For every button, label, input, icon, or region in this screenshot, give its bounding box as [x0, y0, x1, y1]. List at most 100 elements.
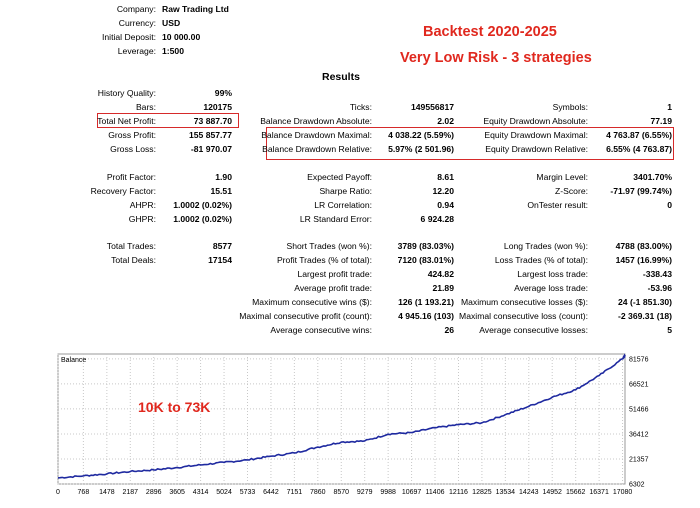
expected-payoff-label: Expected Payoff:: [307, 172, 372, 182]
x-tick-label: 12116: [449, 489, 468, 496]
x-tick-label: 7860: [310, 489, 326, 496]
max-consec-losses-value: 24 (-1 851.30): [618, 297, 672, 307]
equity-dd-maximal-value: 4 763.87 (6.55%): [606, 130, 672, 140]
loss-trades-value: 1457 (16.99%): [615, 255, 672, 265]
x-tick-label: 0: [56, 489, 60, 496]
y-tick-label: 66521: [629, 381, 649, 388]
lr-correlation-label: LR Correlation:: [314, 200, 372, 210]
currency-value: USD: [162, 18, 181, 28]
loss-trades-label: Loss Trades (% of total):: [494, 255, 588, 265]
x-tick-label: 7151: [287, 489, 303, 496]
max-consec-losses-label: Maximum consecutive losses ($):: [460, 297, 588, 307]
balance-dd-maximal-value: 4 038.22 (5.59%): [388, 130, 454, 140]
x-tick-label: 10697: [402, 489, 422, 496]
average-profit-value: 21.89: [432, 283, 454, 293]
x-tick-label: 4314: [193, 489, 209, 496]
gross-profit-value: 155 857.77: [188, 130, 232, 140]
lr-std-error-label: LR Standard Error:: [299, 214, 372, 224]
long-trades-label: Long Trades (won %):: [503, 241, 588, 251]
balance-dd-maximal-label: Balance Drawdown Maximal:: [261, 130, 372, 140]
bars-label: Bars:: [135, 102, 156, 112]
y-tick-label: 21357: [629, 456, 649, 463]
x-tick-label: 8570: [333, 489, 349, 496]
sharpe-ratio-value: 12.20: [432, 186, 454, 196]
largest-loss-label: Largest loss trade:: [517, 269, 588, 279]
avg-consec-losses-value: 5: [667, 325, 672, 335]
maximal-consec-loss-label: Maximal consecutive loss (count):: [459, 311, 588, 321]
y-tick-label: 36412: [629, 431, 649, 438]
x-tick-label: 12825: [472, 489, 492, 496]
largest-profit-value: 424.82: [427, 269, 454, 279]
maximal-consec-profit-value: 4 945.16 (103): [398, 311, 454, 321]
balance-line: [57, 353, 626, 479]
total-trades-value: 8577: [212, 241, 232, 251]
maximal-consec-loss-value: -2 369.31 (18): [618, 311, 672, 321]
ticks-value: 149556817: [410, 102, 454, 112]
recovery-factor-value: 15.51: [210, 186, 232, 196]
symbols-label: Symbols:: [552, 102, 588, 112]
recovery-factor-label: Recovery Factor:: [90, 186, 156, 196]
expected-payoff-value: 8.61: [437, 172, 454, 182]
average-profit-label: Average profit trade:: [294, 283, 372, 293]
profit-trades-label: Profit Trades (% of total):: [276, 255, 372, 265]
y-tick-label: 51466: [629, 406, 649, 413]
x-tick-label: 13534: [496, 489, 516, 496]
average-loss-label: Average loss trade:: [514, 283, 588, 293]
gross-loss-value: -81 970.07: [190, 144, 232, 154]
lr-correlation-value: 0.94: [437, 200, 454, 210]
chart-title: Balance: [61, 357, 86, 364]
ghpr-value: 1.0002 (0.02%): [173, 214, 232, 224]
y-tick-label: 81576: [629, 356, 649, 363]
margin-level-value: 3401.70%: [633, 172, 672, 182]
z-score-label: Z-Score:: [555, 186, 588, 196]
ontester-result-value: 0: [667, 200, 672, 210]
gross-loss-label: Gross Loss:: [110, 144, 156, 154]
avg-consec-losses-label: Average consecutive losses:: [479, 325, 588, 335]
average-loss-value: -53.96: [647, 283, 672, 293]
deposit-value: 10 000.00: [162, 32, 201, 42]
x-tick-label: 11406: [426, 489, 445, 496]
avg-consec-wins-label: Average consecutive wins:: [270, 325, 372, 335]
equity-dd-relative-label: Equity Drawdown Relative:: [485, 144, 588, 154]
ontester-result-label: OnTester result:: [527, 200, 588, 210]
x-tick-label: 2896: [146, 489, 162, 496]
balance-dd-absolute-value: 2.02: [437, 116, 454, 126]
leverage-label: Leverage:: [117, 46, 156, 56]
ahpr-label: AHPR:: [129, 200, 156, 210]
net-profit-label: Total Net Profit:: [97, 116, 156, 126]
x-tick-label: 2187: [122, 489, 138, 496]
total-deals-value: 17154: [208, 255, 232, 265]
equity-dd-relative-value: 6.55% (4 763.87): [606, 144, 672, 154]
y-tick-label: 6302: [629, 482, 645, 489]
equity-dd-absolute-value: 77.19: [650, 116, 672, 126]
x-tick-label: 6442: [263, 489, 279, 496]
x-tick-label: 15662: [566, 489, 586, 496]
balance-chart: 0 768 1478 2187 2896 3605 4314 5024 5733 6442 7151…: [56, 353, 649, 496]
deposit-label: Initial Deposit:: [102, 32, 156, 42]
z-score-value: -71.97 (99.74%): [610, 186, 672, 196]
results-heading: Results: [322, 71, 360, 83]
sharpe-ratio-label: Sharpe Ratio:: [319, 186, 372, 196]
x-tick-label: 17080: [613, 489, 633, 496]
max-consec-wins-label: Maximum consecutive wins ($):: [252, 297, 372, 307]
total-deals-label: Total Deals:: [111, 255, 156, 265]
net-profit-value: 73 887.70: [193, 116, 232, 126]
total-trades-label: Total Trades:: [106, 241, 156, 251]
balance-dd-relative-value: 5.97% (2 501.96): [388, 144, 454, 154]
chart-frame: [57, 353, 626, 485]
currency-label: Currency:: [118, 18, 156, 28]
largest-loss-value: -338.43: [642, 269, 672, 279]
strategy-title: Very Low Risk - 3 strategies: [400, 50, 592, 66]
history-quality-label: History Quality:: [97, 88, 156, 98]
leverage-value: 1:500: [162, 46, 184, 56]
largest-profit-label: Largest profit trade:: [297, 269, 372, 279]
profit-factor-label: Profit Factor:: [106, 172, 156, 182]
max-consec-wins-value: 126 (1 193.21): [398, 297, 454, 307]
margin-level-label: Margin Level:: [536, 172, 588, 182]
profit-factor-value: 1.90: [215, 172, 232, 182]
history-quality-value: 99%: [214, 88, 232, 98]
short-trades-label: Short Trades (won %):: [286, 241, 373, 251]
bars-value: 120175: [203, 102, 232, 112]
x-tick-label: 14243: [519, 489, 539, 496]
growth-annotation: 10K to 73K: [138, 399, 210, 415]
